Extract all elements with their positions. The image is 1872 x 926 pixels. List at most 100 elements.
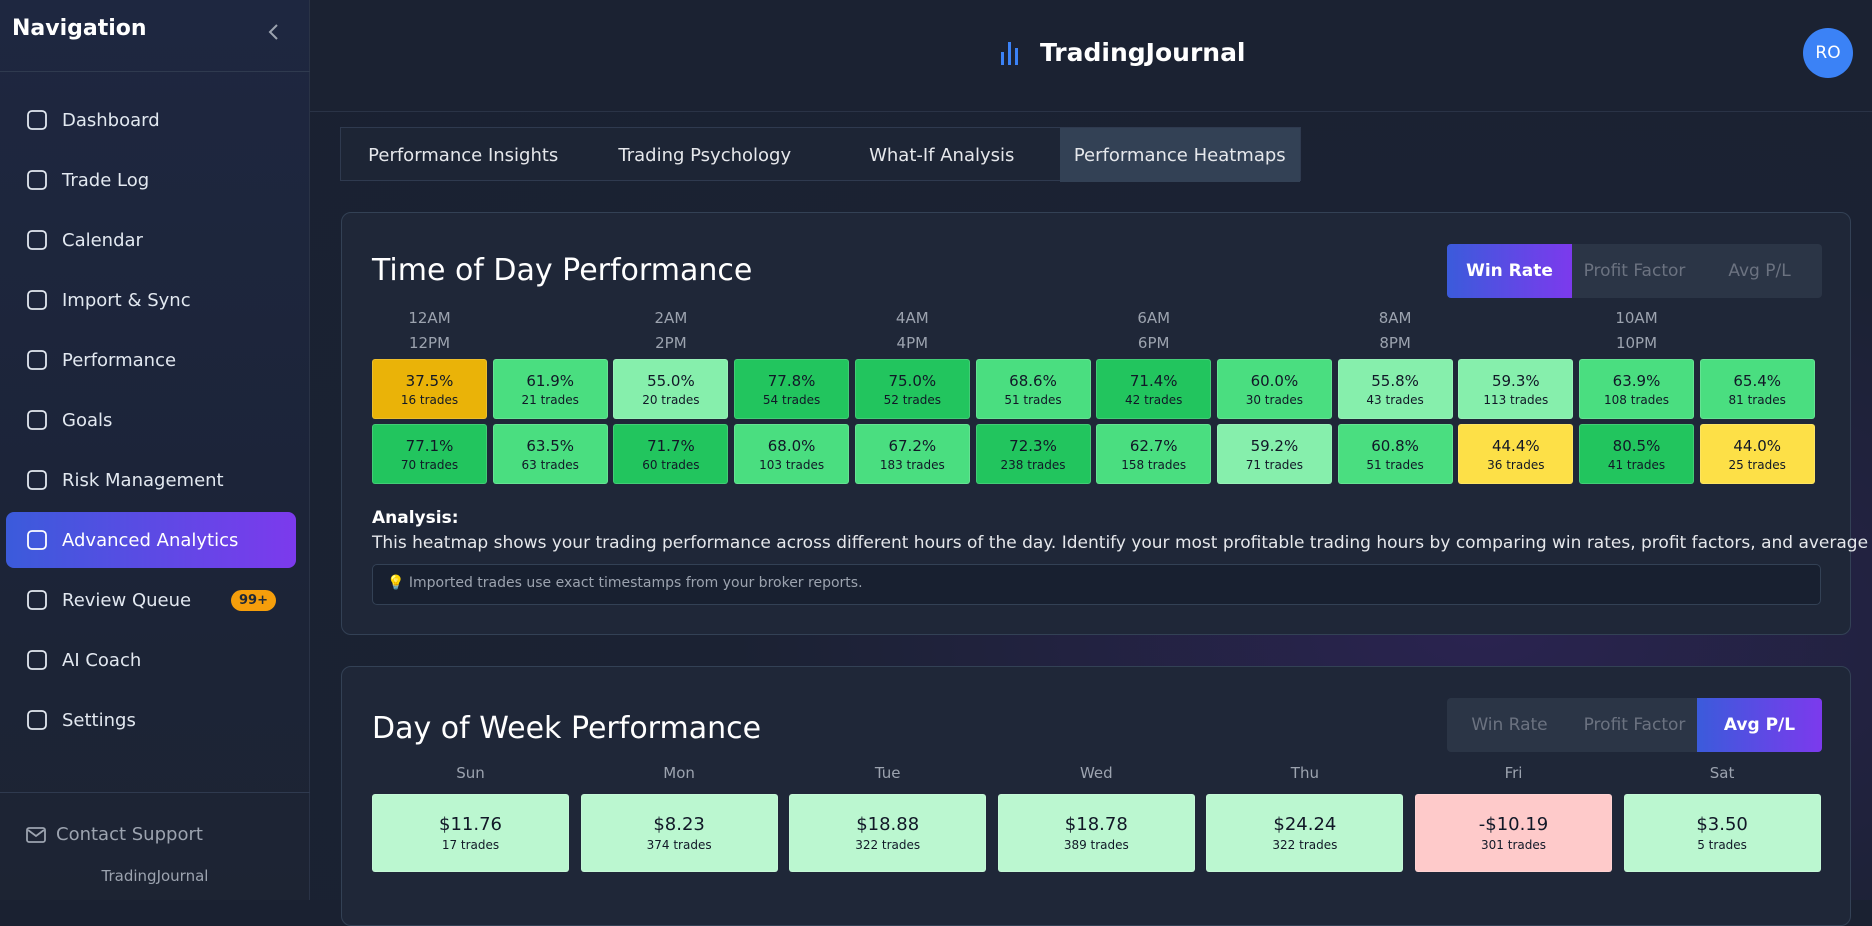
cell-value: 68.0% (767, 436, 816, 455)
nav-label: Risk Management (62, 469, 224, 491)
nav-label: Calendar (62, 229, 143, 251)
tab[interactable]: What-If Analysis (824, 128, 1060, 182)
time-of-day-card: Time of Day Performance Win Rate Profit Fa… (341, 212, 1872, 635)
cell-value: 71.7% (647, 436, 695, 455)
heatmap-cell: 72.3% 238 trades (975, 424, 1091, 484)
metric-toggle: Win Rate Profit Factor Avg P/L (1447, 698, 1822, 752)
tab[interactable]: Trading Psychology (585, 128, 824, 182)
collapse-button[interactable] (264, 22, 284, 42)
nav-item[interactable]: Calendar (6, 212, 296, 268)
sidebar-title: Navigation (12, 16, 147, 41)
toggle-button[interactable]: Avg P/L (1697, 698, 1822, 752)
nav-badge: 99+ (231, 589, 276, 611)
day-trades: 17 trades (441, 838, 500, 852)
heatmap-cell: 60.8% 51 trades (1337, 424, 1453, 484)
contact-support[interactable]: Contact Support (56, 824, 203, 845)
toggle-button[interactable]: Profit Factor (1572, 698, 1697, 752)
nav-label: Advanced Analytics (62, 529, 239, 551)
heatmap-cell: 71.7% 60 trades (613, 424, 729, 484)
cell-value: 68.6% (1009, 371, 1057, 390)
day-trades: 322 trades (855, 838, 921, 852)
toggle-button[interactable]: Win Rate (1447, 698, 1572, 752)
heatmap-cell: 68.6% 51 trades (975, 359, 1091, 419)
cell-trades: 108 trades (1604, 392, 1669, 407)
cell-trades: 20 trades (642, 392, 700, 407)
cell-trades: 70 trades (400, 457, 459, 472)
cell-value: 65.4% (1733, 371, 1782, 390)
day-trades: 374 trades (646, 838, 712, 852)
nav-item[interactable]: Advanced Analytics (6, 512, 296, 568)
cell-value: 75.0% (888, 371, 937, 390)
cell-trades: 30 trades (1245, 392, 1304, 407)
cell-trades: 21 trades (521, 392, 579, 407)
nav-item[interactable]: Review Queue 99+ (6, 572, 296, 628)
day-trades: 5 trades (1697, 838, 1747, 852)
cell-trades: 71 trades (1245, 457, 1304, 472)
day-of-week-card: Day of Week Performance Win Rate Profit Fa… (341, 666, 1851, 926)
toggle-button[interactable]: Win Rate (1447, 244, 1572, 298)
nav-label: AI Coach (62, 649, 142, 671)
mail-icon (26, 827, 46, 843)
hour-label: 10PM (1615, 334, 1658, 352)
tab-label: Performance Heatmaps (1073, 144, 1286, 166)
avatar[interactable]: RO (1803, 28, 1853, 78)
heatmap-cell: 71.4% 42 trades (1096, 359, 1212, 419)
hour-label: 6AM (1137, 309, 1171, 327)
day-value: -$10.19 (1478, 814, 1549, 835)
day-value: $18.78 (1064, 814, 1128, 835)
day-label: Wed (1079, 764, 1113, 782)
heatmap-cell: 65.4% 81 trades (1699, 359, 1815, 419)
nav-label: Review Queue (62, 589, 192, 611)
cell-value: 59.2% (1250, 436, 1299, 455)
nav-icon (27, 590, 47, 610)
heatmap-cell: 63.5% 63 trades (492, 424, 608, 484)
cell-value: 37.5% (405, 371, 454, 390)
heatmap-cell: 63.9% 108 trades (1579, 359, 1694, 419)
day-cell: $18.78 389 trades (997, 794, 1195, 872)
nav-icon (27, 230, 47, 250)
nav-item[interactable]: Settings (6, 692, 296, 748)
cell-value: 55.8% (1371, 371, 1419, 390)
heatmap-cell: 44.4% 36 trades (1458, 424, 1574, 484)
cell-trades: 42 trades (1125, 392, 1183, 407)
cell-trades: 51 trades (1366, 457, 1424, 472)
hour-label: 4PM (896, 334, 929, 352)
hour-label: 4AM (895, 309, 929, 327)
header: TradingJournal RO (310, 0, 1872, 112)
heatmap-cell: 55.0% 20 trades (613, 359, 729, 419)
tab-bar: Performance Insights Trading Psychology Wh… (340, 127, 1301, 182)
nav-item[interactable]: Goals (6, 392, 296, 448)
cell-value: 59.3% (1491, 371, 1540, 390)
nav-icon (27, 650, 47, 670)
nav-item[interactable]: Import & Sync (6, 272, 296, 328)
toggle-button[interactable]: Profit Factor (1572, 244, 1697, 298)
heatmap-cell: 67.2% 183 trades (854, 424, 970, 484)
cell-value: 71.4% (1129, 371, 1178, 390)
nav-item[interactable]: Dashboard (6, 92, 296, 148)
cell-value: 77.1% (405, 436, 454, 455)
cell-trades: 113 trades (1483, 392, 1549, 407)
nav-item[interactable]: Performance (6, 332, 296, 388)
toggle-button[interactable]: Avg P/L (1697, 244, 1822, 298)
tab[interactable]: Performance Insights (341, 128, 585, 182)
cell-trades: 60 trades (642, 457, 700, 472)
nav-label: Goals (62, 409, 113, 431)
cell-value: 63.9% (1612, 371, 1661, 390)
nav-item[interactable]: AI Coach (6, 632, 296, 688)
nav-item[interactable]: Trade Log (6, 152, 296, 208)
tab-label: Performance Insights (368, 144, 559, 166)
card-title: Time of Day Performance (372, 253, 753, 288)
nav-item[interactable]: Risk Management (6, 452, 296, 508)
hour-label: 8PM (1379, 334, 1411, 352)
divider (0, 792, 310, 793)
hour-label: 8AM (1378, 309, 1412, 327)
tab[interactable]: Performance Heatmaps (1059, 128, 1300, 182)
cell-trades: 25 trades (1728, 457, 1786, 472)
cell-trades: 63 trades (521, 457, 579, 472)
main: TradingJournal RO Performance Insights Tr… (310, 0, 1872, 926)
heatmap-cell: 77.8% 54 trades (734, 359, 850, 419)
nav-icon (27, 470, 47, 490)
day-label: Mon (663, 764, 695, 782)
tab-label: What-If Analysis (869, 144, 1015, 166)
